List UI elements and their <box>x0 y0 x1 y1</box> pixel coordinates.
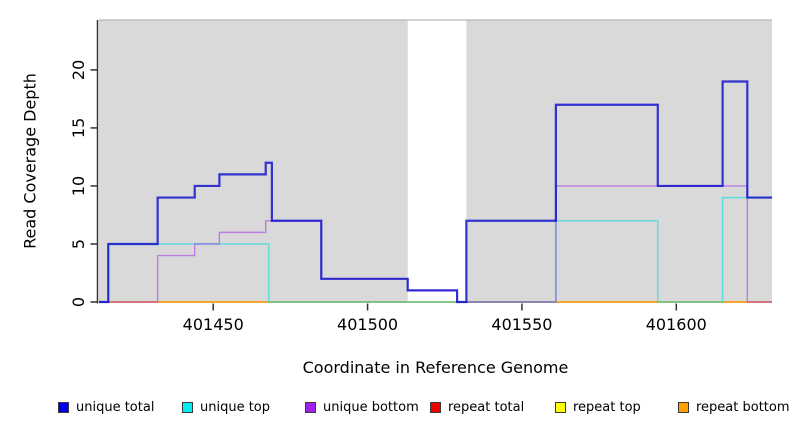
y-tick-label: 10 <box>69 176 88 196</box>
legend-swatch-icon <box>58 401 69 413</box>
legend-swatch-icon <box>430 401 441 413</box>
legend-swatch-icon <box>305 401 316 413</box>
legend-label: repeat top <box>573 399 641 415</box>
legend-swatch-icon <box>182 401 193 413</box>
y-tick-label: 0 <box>69 297 88 307</box>
legend-item-unique-top: unique top <box>182 399 270 415</box>
legend-label: unique top <box>200 399 271 415</box>
legend-swatch-icon <box>678 401 689 413</box>
legend-item-unique-total: unique total <box>58 399 154 415</box>
legend-swatch-icon <box>555 401 566 413</box>
legend-label: repeat bottom <box>696 399 790 415</box>
legend-item-unique-bottom: unique bottom <box>305 399 419 415</box>
y-tick-label: 5 <box>69 239 88 249</box>
legend-label: unique total <box>76 399 155 415</box>
y-tick-label: 20 <box>69 60 88 80</box>
y-axis-title: Read Coverage Depth <box>20 73 40 249</box>
x-tick-label: 401550 <box>491 315 552 334</box>
legend: unique total unique top unique bottom repea… <box>0 399 792 421</box>
x-axis-title: Coordinate in Reference Genome <box>302 358 569 377</box>
x-tick-label: 401450 <box>183 315 244 334</box>
legend-item-repeat-total: repeat total <box>430 399 524 415</box>
legend-label: repeat total <box>448 399 525 415</box>
legend-item-repeat-top: repeat top <box>555 399 641 415</box>
coverage-gap-band <box>407 19 467 303</box>
x-tick-label: 401500 <box>337 315 398 334</box>
x-tick-label: 401600 <box>646 315 707 334</box>
series-unique-total <box>99 80 772 304</box>
y-tick-label: 15 <box>69 118 88 138</box>
legend-label: unique bottom <box>323 399 419 415</box>
legend-item-repeat-bottom: repeat bottom <box>678 399 790 415</box>
